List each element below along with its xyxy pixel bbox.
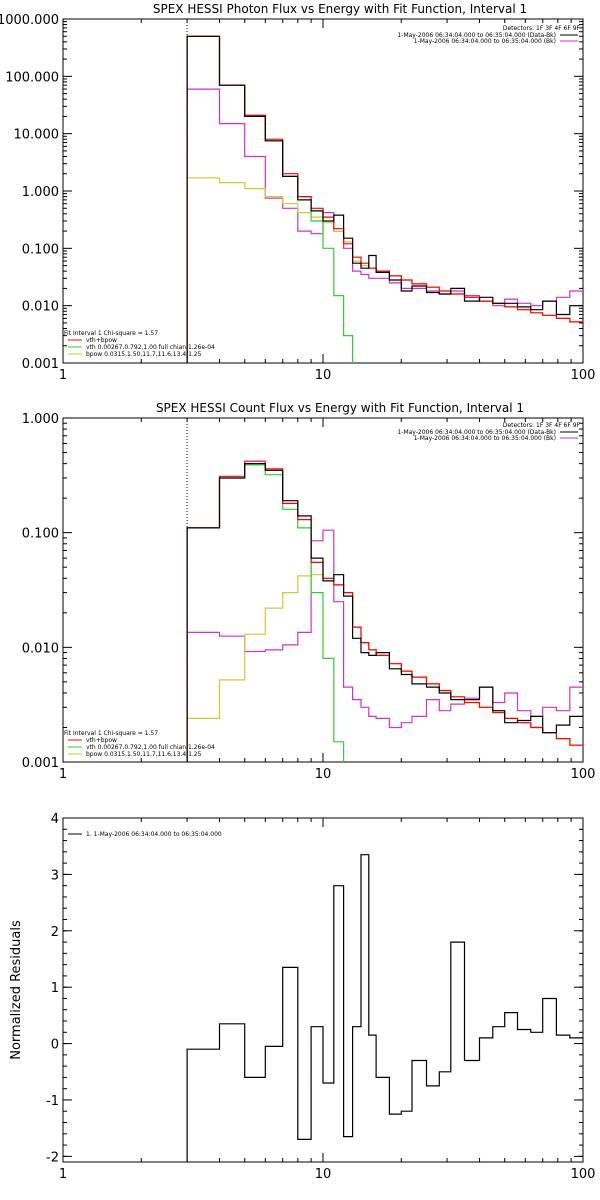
- x-tick-label: 1: [59, 368, 67, 383]
- y-tick-label: 0.100: [22, 242, 59, 257]
- plot-frame: [62, 18, 584, 364]
- x-tick-label: 10: [315, 767, 332, 782]
- chart-title: SPEX HESSI Count Flux vs Energy with Fit…: [156, 401, 524, 415]
- legend-left-entry: bpow 0.0315,1.50,11.7,11.6,13.4,1.25: [86, 351, 202, 358]
- x-tick-label: 100: [571, 1167, 596, 1182]
- x-tick-label: 100: [571, 368, 596, 383]
- series-line: [186, 35, 354, 363]
- y-tick-label: 3: [51, 868, 59, 883]
- series-line: [186, 88, 583, 363]
- y-tick-label: 1000.000: [0, 13, 59, 28]
- detectors-label: Detectors: 1F 3F 4F 6F 9F: [503, 422, 581, 429]
- y-tick-label: 10.000: [14, 128, 60, 143]
- x-tick-label: 10: [315, 1167, 332, 1182]
- legend-left-entry: 1. 1-May-2006 06:34:04.000 to 06:35:04.0…: [86, 831, 222, 838]
- legend-left-entry: Fit Interval 1 Chi-square = 1.57: [64, 330, 158, 337]
- series-line: [186, 854, 583, 1162]
- plot-frame: [62, 817, 584, 1163]
- y-tick-label: 0.010: [22, 641, 59, 656]
- series-line: [186, 35, 583, 363]
- x-tick-label: 1: [59, 1167, 67, 1182]
- series-line: [186, 460, 583, 762]
- legend-left-entry: vth 0.00267,0.792,1.00 full chian 1.26e-…: [86, 744, 215, 751]
- y-tick-label: -1: [46, 1094, 59, 1109]
- series-line: [186, 529, 583, 762]
- photon-flux-panel: SPEX HESSI Photon Flux vs Energy with Fi…: [0, 2, 595, 383]
- y-tick-label: 1: [51, 981, 59, 996]
- count-flux-panel: SPEX HESSI Count Flux vs Energy with Fit…: [22, 401, 596, 782]
- legend-right-entry: 1-May-2006 06:34:04.000 to 06:35:04.000 …: [414, 435, 556, 442]
- series-line: [186, 177, 583, 363]
- legend-left-entry: vth 0.00267,0.792,1.00 full chian 1.26e-…: [86, 344, 215, 351]
- y-tick-label: 1.000: [22, 412, 59, 427]
- chart-title: SPEX HESSI Photon Flux vs Energy with Fi…: [153, 2, 527, 16]
- y-tick-label: 0.001: [22, 756, 59, 771]
- series-line: [186, 574, 583, 762]
- x-tick-label: 1: [59, 767, 67, 782]
- legend-left-entry: vth+bpow: [86, 737, 117, 744]
- x-tick-label: 100: [571, 767, 596, 782]
- y-tick-label: 0.001: [22, 357, 59, 372]
- series-line: [186, 35, 583, 363]
- y-tick-label: 1.000: [22, 185, 59, 200]
- legend-left-entry: Fit Interval 1 Chi-square = 1.57: [64, 730, 158, 737]
- legend-right-entry: 1-May-2006 06:34:04.000 to 06:35:04.000 …: [414, 38, 556, 45]
- y-tick-label: -2: [46, 1150, 59, 1165]
- y-tick-label: 100.000: [5, 70, 59, 85]
- y-tick-label: 2: [51, 925, 59, 940]
- legend-right-entry: 1-May-2006 06:34:04.000 to 06:35:04.000 …: [397, 32, 556, 39]
- y-tick-label: 0.010: [22, 300, 59, 315]
- y-tick-label: 0.100: [22, 527, 59, 542]
- x-tick-label: 10: [315, 368, 332, 383]
- residuals-panel: Normalized Residuals 1. 1-May-2006 06:34…: [9, 812, 595, 1182]
- y-axis-label: Normalized Residuals: [9, 920, 24, 1060]
- detectors-label: Detectors: 1F 3F 4F 6F 9F: [503, 25, 581, 32]
- y-tick-label: 0: [51, 1038, 59, 1053]
- legend-left-entry: bpow 0.0315,1.50,11.7,11.6,13.4,1.25: [86, 751, 202, 758]
- legend-right-entry: 1-May-2006 06:34:04.000 to 06:35:04.000 …: [397, 429, 556, 436]
- legend-left-entry: vth+bpow: [86, 337, 117, 344]
- y-tick-label: 4: [51, 812, 59, 827]
- series-line: [186, 463, 583, 762]
